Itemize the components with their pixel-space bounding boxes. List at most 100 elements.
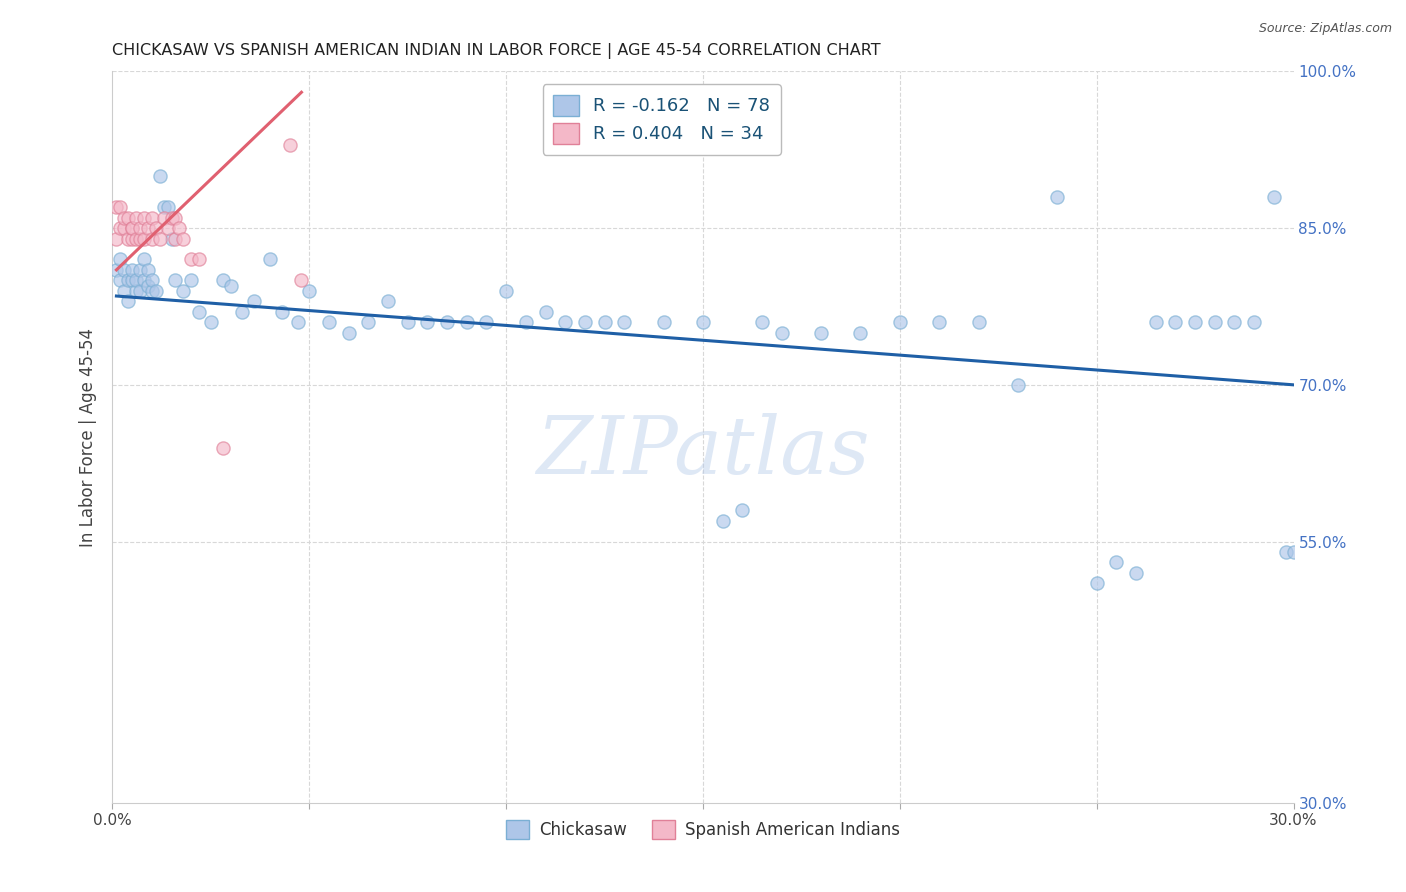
Point <box>160 211 183 225</box>
Point <box>145 221 167 235</box>
Point <box>136 278 159 293</box>
Point <box>1164 315 1187 329</box>
Point <box>129 263 152 277</box>
Point <box>180 273 202 287</box>
Point <box>849 326 872 340</box>
Point <box>180 252 202 267</box>
Point <box>165 273 187 287</box>
Point <box>121 221 143 235</box>
Point <box>149 231 172 245</box>
Point <box>259 252 281 267</box>
Point <box>121 273 143 287</box>
Point <box>1184 315 1206 329</box>
Point <box>270 304 292 318</box>
Point <box>751 315 773 329</box>
Point <box>574 315 596 329</box>
Point <box>889 315 911 329</box>
Point <box>110 273 132 287</box>
Point <box>711 514 734 528</box>
Point <box>112 284 135 298</box>
Point <box>165 211 187 225</box>
Point <box>105 231 128 245</box>
Point <box>156 200 179 214</box>
Point <box>475 315 498 329</box>
Point <box>152 200 174 214</box>
Point <box>652 315 675 329</box>
Point <box>1007 377 1029 392</box>
Point <box>125 284 148 298</box>
Point <box>593 315 616 329</box>
Point <box>416 315 439 329</box>
Text: CHICKASAW VS SPANISH AMERICAN INDIAN IN LABOR FORCE | AGE 45-54 CORRELATION CHAR: CHICKASAW VS SPANISH AMERICAN INDIAN IN … <box>112 43 882 59</box>
Point <box>1263 190 1285 204</box>
Point <box>1085 576 1108 591</box>
Legend: Chickasaw, Spanish American Indians: Chickasaw, Spanish American Indians <box>499 814 907 846</box>
Point <box>125 231 148 245</box>
Point <box>188 252 211 267</box>
Point <box>1243 315 1265 329</box>
Point <box>1144 315 1167 329</box>
Point <box>298 284 321 298</box>
Point <box>112 211 135 225</box>
Point <box>129 231 152 245</box>
Point <box>172 284 194 298</box>
Point <box>278 137 301 152</box>
Point <box>117 294 139 309</box>
Point <box>110 200 132 214</box>
Y-axis label: In Labor Force | Age 45-54: In Labor Force | Age 45-54 <box>79 327 97 547</box>
Point <box>105 263 128 277</box>
Point <box>1046 190 1069 204</box>
Point <box>290 273 312 287</box>
Point <box>1274 545 1296 559</box>
Point <box>554 315 576 329</box>
Point <box>1282 545 1305 559</box>
Point <box>149 169 172 183</box>
Text: Source: ZipAtlas.com: Source: ZipAtlas.com <box>1258 22 1392 36</box>
Point <box>1125 566 1147 580</box>
Point <box>156 221 179 235</box>
Point <box>1204 315 1226 329</box>
Point <box>117 273 139 287</box>
Point <box>132 231 155 245</box>
Point <box>219 278 242 293</box>
Point <box>1105 556 1128 570</box>
Point <box>110 221 132 235</box>
Point <box>456 315 478 329</box>
Point <box>132 211 155 225</box>
Point <box>200 315 222 329</box>
Point <box>117 231 139 245</box>
Point <box>141 211 163 225</box>
Point <box>231 304 253 318</box>
Point <box>117 211 139 225</box>
Point <box>495 284 517 298</box>
Point <box>287 315 309 329</box>
Point <box>337 326 360 340</box>
Point <box>188 304 211 318</box>
Point <box>613 315 636 329</box>
Point <box>125 273 148 287</box>
Point <box>770 326 793 340</box>
Point <box>125 211 148 225</box>
Text: ZIPatlas: ZIPatlas <box>536 413 870 491</box>
Point <box>121 231 143 245</box>
Point <box>112 221 135 235</box>
Point <box>110 252 132 267</box>
Point <box>141 273 163 287</box>
Point <box>160 231 183 245</box>
Point <box>132 252 155 267</box>
Point <box>129 221 152 235</box>
Point <box>165 231 187 245</box>
Point <box>152 211 174 225</box>
Point <box>692 315 714 329</box>
Point <box>121 221 143 235</box>
Point <box>129 284 152 298</box>
Point <box>211 273 233 287</box>
Point <box>169 221 191 235</box>
Point <box>357 315 380 329</box>
Point <box>534 304 557 318</box>
Point <box>515 315 537 329</box>
Point <box>928 315 950 329</box>
Point <box>396 315 419 329</box>
Point <box>377 294 399 309</box>
Point <box>141 284 163 298</box>
